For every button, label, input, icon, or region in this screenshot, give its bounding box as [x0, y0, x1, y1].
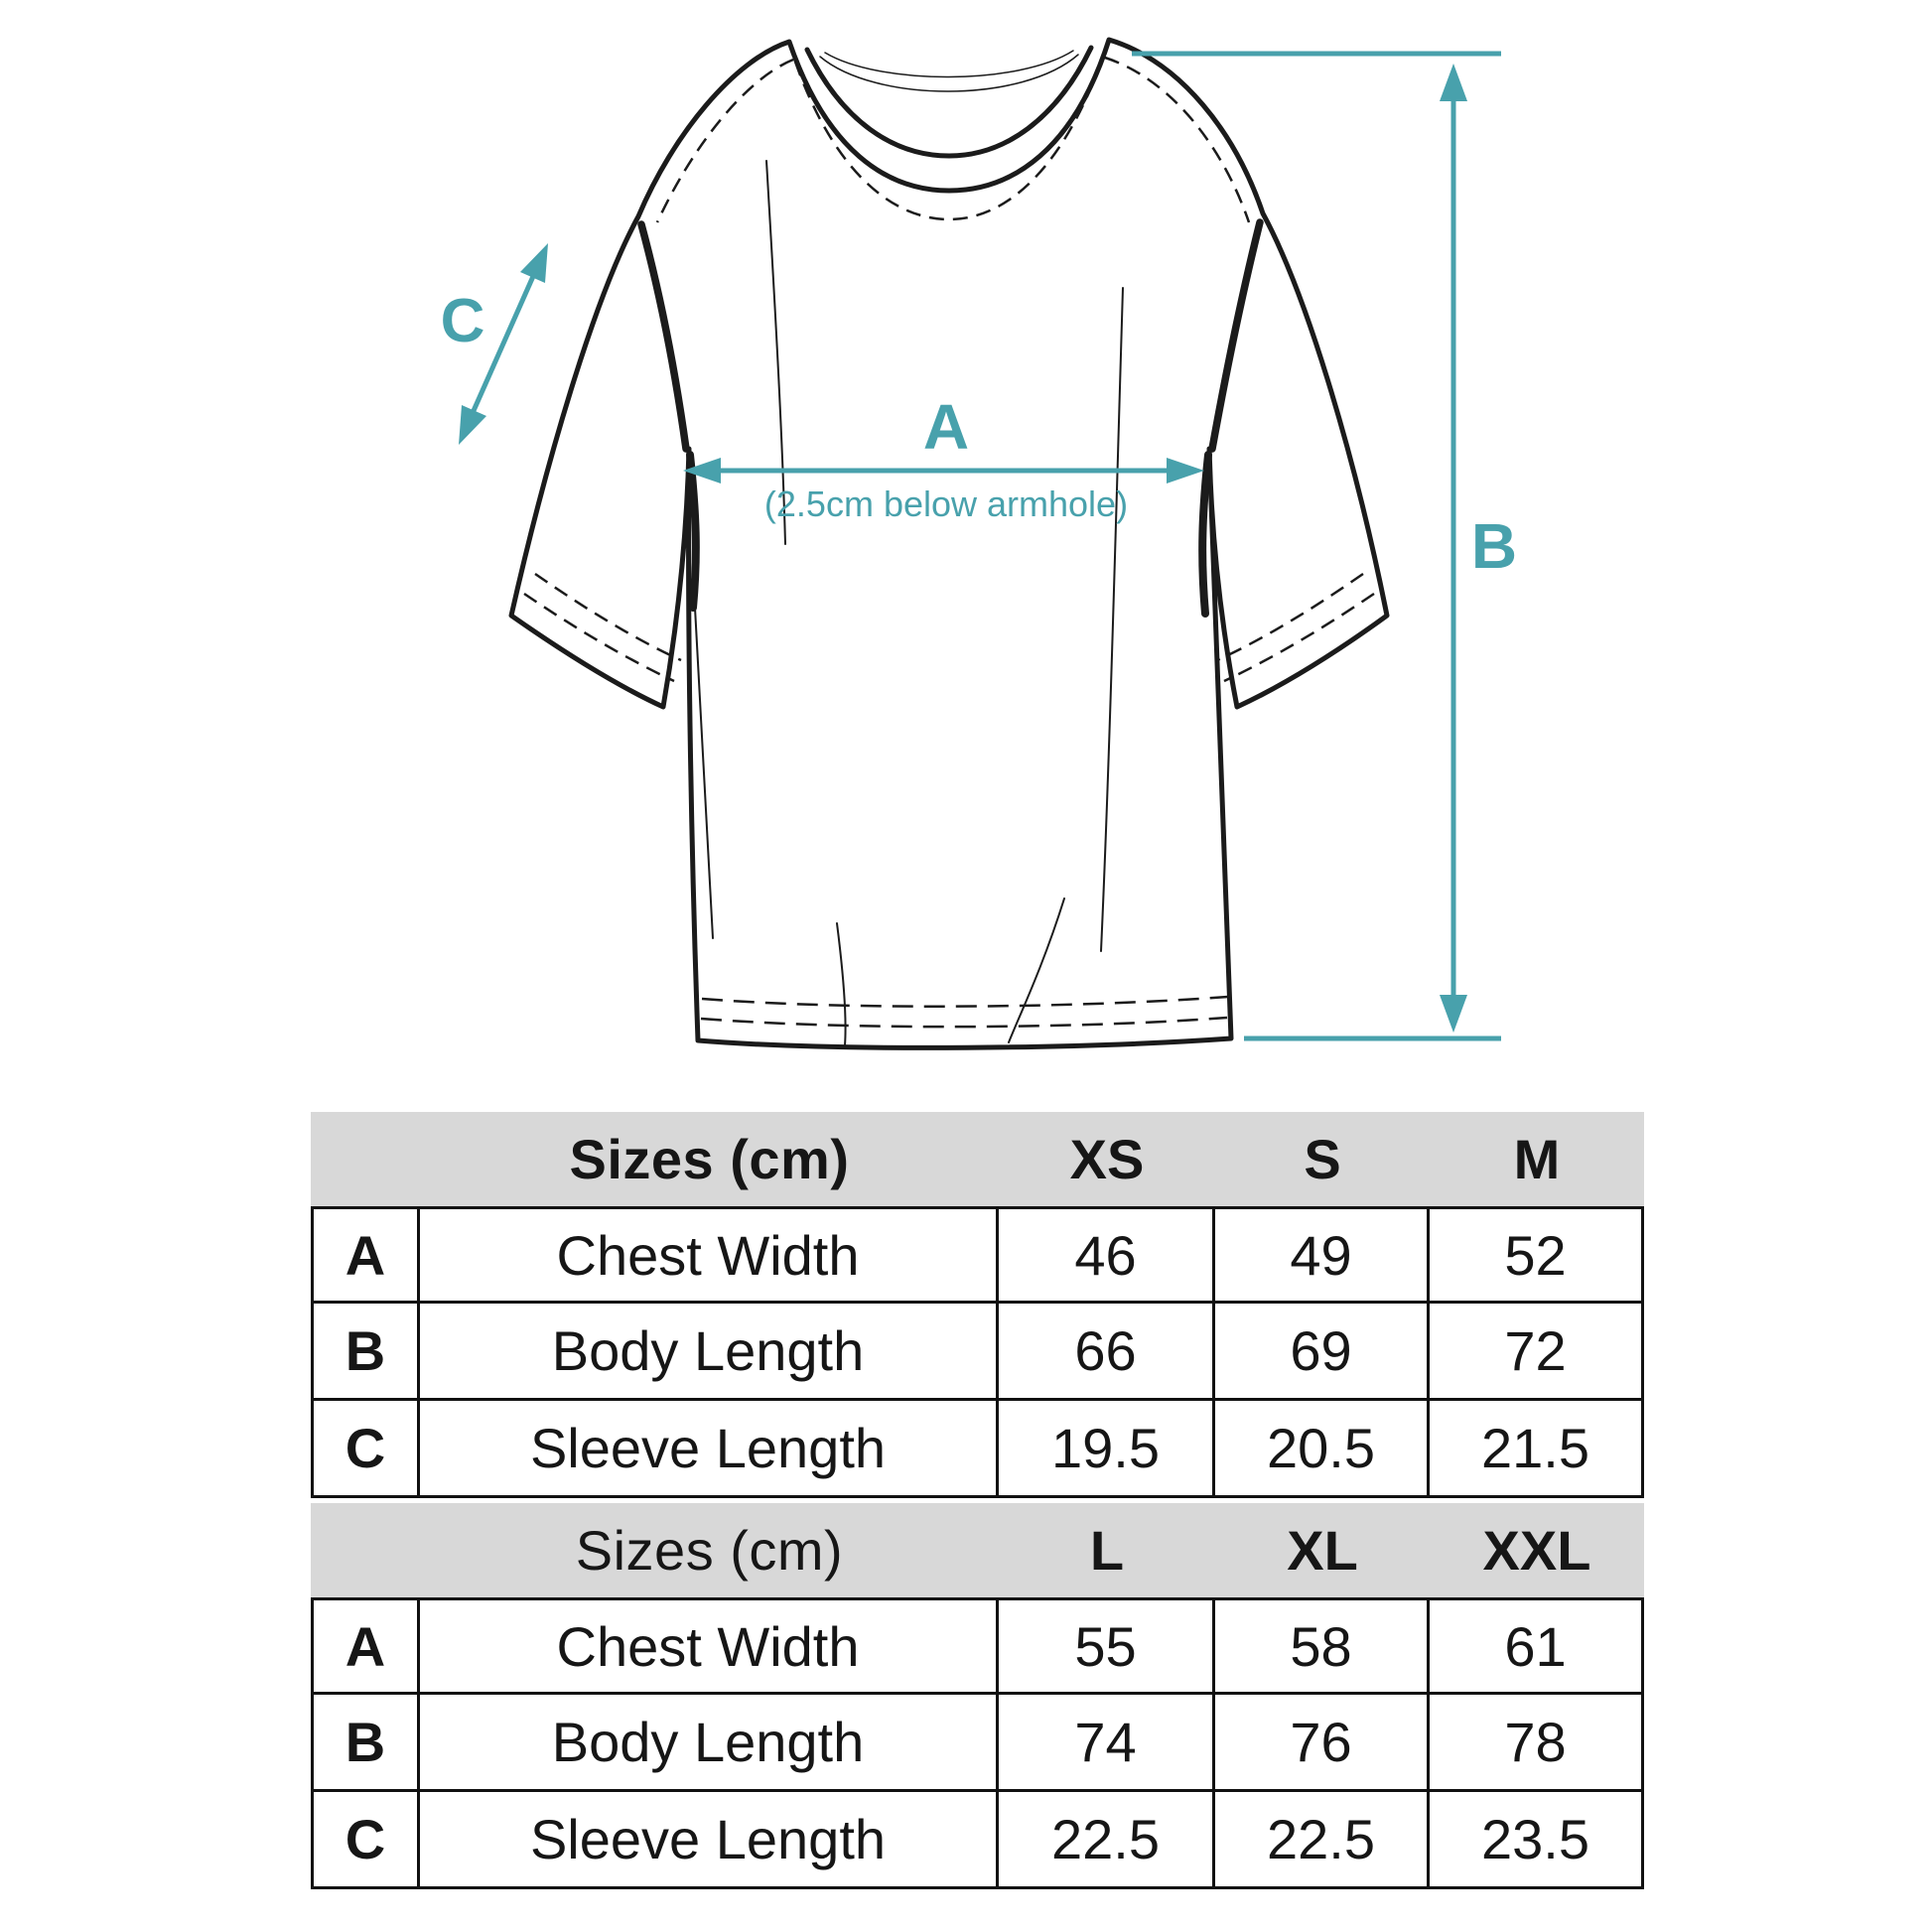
- row-label: Chest Width: [420, 1206, 999, 1304]
- row-key: C: [311, 1401, 420, 1498]
- header-title: Sizes (cm): [575, 1519, 844, 1582]
- row-value: 72: [1430, 1304, 1644, 1401]
- crease-hem-left: [836, 922, 847, 1046]
- sleeve-hem-stitch-right-2: [1216, 572, 1364, 662]
- row-label: Sleeve Length: [420, 1792, 999, 1889]
- measure-c: C: [441, 243, 548, 445]
- bottom-hem-stitch-1: [701, 995, 1229, 1008]
- measure-c-label: C: [441, 287, 485, 355]
- armpit-fold-right: [1198, 451, 1212, 618]
- measure-a-arrowhead-right: [1167, 458, 1204, 483]
- measure-a-label: A: [923, 391, 969, 463]
- row-value: 55: [999, 1597, 1215, 1695]
- header-col-s: S: [1304, 1128, 1341, 1190]
- sleeve-seam-right: [1208, 218, 1264, 453]
- size-table-l-xl-xxl: Sizes (cm) L XL XXL A Chest Width 55 58 …: [311, 1503, 1644, 1889]
- row-label: Sleeve Length: [420, 1401, 999, 1498]
- row-value: 19.5: [999, 1401, 1215, 1498]
- header-col-xs: XS: [1069, 1128, 1145, 1190]
- table-row: A Chest Width 55 58 61: [311, 1597, 1644, 1695]
- measure-c-arrow-line: [462, 254, 545, 433]
- table-row: C Sleeve Length 22.5 22.5 23.5: [311, 1792, 1644, 1889]
- table-row: A Chest Width 46 49 52: [311, 1206, 1644, 1304]
- measure-c-arrowhead-bottom: [459, 405, 486, 445]
- tshirt-body-outline: [508, 37, 1390, 1050]
- sleeve-seam-left: [637, 220, 690, 453]
- row-value: 52: [1430, 1206, 1644, 1304]
- measure-c-arrowhead-top: [520, 243, 548, 283]
- size-table-xs-s-m: Sizes (cm) XS S M A Chest Width 46 49 52…: [311, 1112, 1644, 1498]
- row-value: 58: [1215, 1597, 1430, 1695]
- row-key: C: [311, 1792, 420, 1889]
- row-value: 74: [999, 1695, 1215, 1792]
- collar-inner-edge: [804, 45, 1094, 159]
- sleeve-hem-stitch-left-2: [534, 572, 682, 662]
- row-value: 46: [999, 1206, 1215, 1304]
- row-key: B: [311, 1304, 420, 1401]
- header-title: Sizes (cm): [569, 1128, 850, 1190]
- crease-right-long: [1100, 287, 1124, 952]
- measure-a: A (2.5cm below armhole): [683, 391, 1204, 524]
- row-value: 69: [1215, 1304, 1430, 1401]
- measure-b-arrowhead-bottom: [1440, 995, 1467, 1033]
- row-value: 22.5: [1215, 1792, 1430, 1889]
- header-spacer: [311, 1112, 420, 1206]
- row-value: 20.5: [1215, 1401, 1430, 1498]
- header-col-xl: XL: [1287, 1519, 1358, 1582]
- row-key: A: [311, 1206, 420, 1304]
- tshirt-drawing: [508, 37, 1390, 1050]
- header-col-l: L: [1089, 1519, 1125, 1582]
- header-col-xxl: XXL: [1482, 1519, 1591, 1582]
- row-label: Chest Width: [420, 1597, 999, 1695]
- size-guide-tables: Sizes (cm) XS S M A Chest Width 46 49 52…: [311, 1112, 1644, 1889]
- back-neck-line-inner: [824, 50, 1074, 78]
- crease-left-lower: [694, 607, 714, 939]
- shoulder-stitch-right: [1104, 56, 1251, 223]
- row-value: 66: [999, 1304, 1215, 1401]
- measure-b-label: B: [1471, 510, 1517, 582]
- size-table-1-header: Sizes (cm) XS S M: [311, 1112, 1644, 1206]
- armpit-fold-left: [686, 451, 700, 612]
- measure-a-note: (2.5cm below armhole): [764, 483, 1128, 524]
- row-value: 61: [1430, 1597, 1644, 1695]
- row-key: A: [311, 1597, 420, 1695]
- header-col-m: M: [1513, 1128, 1561, 1190]
- sleeve-hem-stitch-left-1: [523, 592, 675, 683]
- row-value: 49: [1215, 1206, 1430, 1304]
- table-row: C Sleeve Length 19.5 20.5 21.5: [311, 1401, 1644, 1498]
- row-label: Body Length: [420, 1695, 999, 1792]
- row-label: Body Length: [420, 1304, 999, 1401]
- back-neck-line-outer: [819, 54, 1079, 92]
- row-value: 78: [1430, 1695, 1644, 1792]
- table-row: B Body Length 74 76 78: [311, 1695, 1644, 1792]
- crease-hem-right: [1008, 897, 1065, 1043]
- table-row: B Body Length 66 69 72: [311, 1304, 1644, 1401]
- row-value: 21.5: [1430, 1401, 1644, 1498]
- header-spacer: [311, 1503, 420, 1597]
- measure-b-arrowhead-top: [1440, 64, 1467, 101]
- bottom-hem-stitch-2: [700, 1016, 1228, 1029]
- row-key: B: [311, 1695, 420, 1792]
- measure-b: B: [1132, 51, 1517, 1041]
- sleeve-hem-stitch-right-1: [1223, 592, 1375, 683]
- row-value: 22.5: [999, 1792, 1215, 1889]
- row-value: 23.5: [1430, 1792, 1644, 1889]
- crease-left-upper: [765, 160, 786, 545]
- size-table-2-header: Sizes (cm) L XL XXL: [311, 1503, 1644, 1597]
- row-value: 76: [1215, 1695, 1430, 1792]
- shoulder-stitch-left: [655, 58, 794, 223]
- measure-a-arrowhead-left: [683, 458, 721, 483]
